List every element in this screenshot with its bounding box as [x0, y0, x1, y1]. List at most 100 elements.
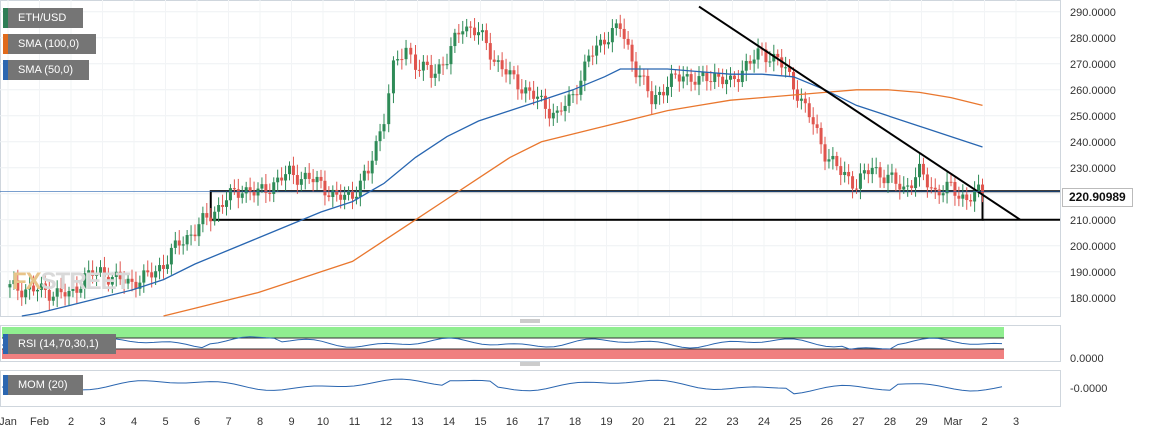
candle-body-25 [106, 276, 110, 285]
candle-body-93 [374, 141, 378, 161]
candle-body-89 [358, 180, 362, 197]
y-tick-label-3: 210.0000 [1070, 215, 1116, 227]
candle-body-116 [469, 26, 473, 28]
candle-body-111 [449, 46, 453, 65]
candle-body-51 [209, 217, 213, 222]
candle-body-189 [756, 48, 760, 60]
candle-body-128 [516, 74, 520, 90]
candle-body-109 [441, 64, 445, 66]
candle-body-138 [555, 110, 559, 113]
candle-body-28 [118, 271, 122, 280]
candle-body-183 [732, 75, 736, 80]
candle-body-160 [642, 75, 646, 77]
candle-body-191 [764, 49, 768, 63]
x-tick-label-6: 6 [194, 416, 200, 428]
candle-body-35 [146, 270, 150, 273]
candle-body-216 [862, 170, 866, 174]
candle-body-121 [488, 43, 492, 60]
legend-sma50[interactable]: SMA (50,0) [3, 60, 89, 80]
candle-body-65 [264, 184, 268, 193]
candle-body-18 [79, 288, 83, 293]
candle-body-13 [59, 288, 63, 293]
candle-body-96 [387, 93, 391, 125]
candle-body-210 [839, 166, 843, 176]
y-tick-label-2: 200.0000 [1070, 241, 1116, 253]
candle-body-54 [221, 205, 225, 207]
candle-body-84 [339, 194, 343, 200]
candle-body-234 [933, 187, 937, 190]
candle-body-238 [949, 181, 953, 183]
candle-body-149 [599, 39, 603, 46]
candle-body-131 [528, 87, 532, 91]
candle-body-108 [437, 64, 441, 74]
candle-body-130 [524, 87, 528, 94]
candle-body-104 [421, 61, 425, 71]
candle-body-56 [228, 188, 232, 201]
x-tick-label-31: 2 [981, 416, 987, 428]
descending-trendline [698, 5, 1021, 221]
candle-body-32 [134, 281, 138, 289]
x-tick-label-5: 5 [162, 416, 168, 428]
candle-body-133 [536, 96, 540, 99]
candle-body-235 [937, 189, 941, 196]
x-tick-label-29: 29 [915, 416, 927, 428]
candle-body-44 [181, 244, 185, 246]
y-tick-label-5: 230.0000 [1070, 163, 1116, 175]
candle-body-101 [409, 47, 413, 55]
candle-body-119 [480, 30, 484, 33]
candle-body-4 [24, 289, 28, 298]
candle-body-47 [193, 234, 197, 237]
sma100-line [163, 89, 983, 317]
x-tick-label-11: 11 [349, 416, 360, 428]
candle-body-231 [921, 163, 925, 175]
candle-body-228 [910, 185, 914, 189]
candle-body-140 [563, 105, 567, 112]
candle-body-168 [673, 73, 677, 75]
x-tick-label-24: 24 [758, 416, 770, 428]
legend-symbol[interactable]: ETH/USD [3, 8, 83, 28]
candle-body-98 [396, 59, 400, 61]
x-tick-label-8: 8 [257, 416, 263, 428]
y-tick-label-7: 250.0000 [1070, 111, 1116, 123]
candle-body-193 [772, 53, 776, 62]
candle-body-86 [347, 190, 351, 195]
candle-body-217 [866, 170, 870, 175]
candle-body-99 [400, 59, 404, 61]
candle-body-148 [595, 45, 599, 56]
candle-body-139 [559, 110, 563, 112]
candle-body-52 [213, 211, 217, 222]
legend-sma100[interactable]: SMA (100,0) [3, 34, 96, 54]
candle-body-213 [851, 176, 855, 189]
candle-body-157 [630, 44, 634, 62]
candle-body-38 [158, 265, 162, 272]
candle-body-3 [20, 290, 24, 298]
candle-body-118 [477, 32, 480, 36]
momentum-panel [0, 370, 1061, 407]
candle-body-33 [138, 282, 142, 289]
x-tick-label-10: 10 [317, 416, 329, 428]
candle-body-164 [658, 91, 662, 95]
candle-body-6 [32, 285, 36, 292]
candle-body-179 [717, 73, 721, 77]
candle-body-31 [130, 278, 134, 282]
candle-body-57 [232, 188, 236, 190]
candle-body-236 [941, 193, 945, 196]
rsi-overbought-zone [2, 327, 1004, 338]
candle-body-43 [177, 240, 181, 246]
x-tick-label-28: 28 [884, 416, 896, 428]
candle-body-153 [614, 23, 618, 29]
candle-body-117 [473, 27, 477, 36]
candle-body-10 [47, 289, 51, 301]
candle-body-169 [677, 74, 681, 82]
x-tick-label-19: 19 [600, 416, 612, 428]
x-tick-label-18: 18 [569, 416, 581, 428]
y-tick-label-0: 180.0000 [1070, 293, 1116, 305]
legend-rsi[interactable]: RSI (14,70,30,1) [3, 334, 116, 354]
x-tick-label-14: 14 [443, 416, 455, 428]
candle-body-218 [870, 167, 874, 175]
candle-body-221 [882, 177, 886, 184]
candle-body-185 [740, 70, 744, 83]
candle-body-53 [217, 205, 221, 212]
candle-body-215 [858, 173, 862, 189]
legend-momentum[interactable]: MOM (20) [3, 375, 83, 395]
